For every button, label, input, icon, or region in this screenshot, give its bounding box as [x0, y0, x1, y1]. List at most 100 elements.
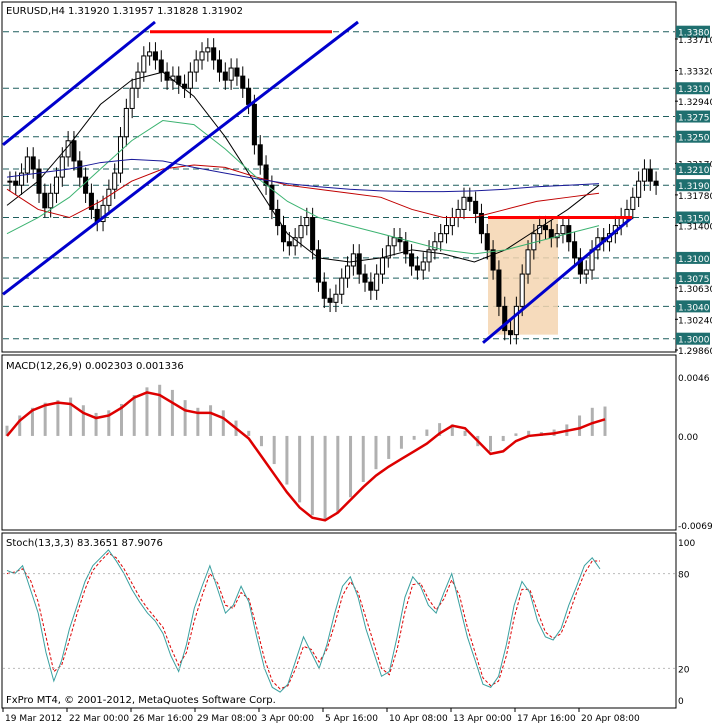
candle-body-108	[636, 180, 642, 198]
ohlc-label: 1.31920 1.31957 1.31828 1.31902	[68, 6, 243, 17]
candle-body-109	[641, 168, 647, 182]
candle-body-54	[321, 281, 327, 299]
candle-body-14	[88, 192, 94, 210]
candle-body-43	[257, 144, 263, 166]
stoch-panel	[1, 532, 677, 709]
ma-line-1	[6, 164, 600, 219]
candle-body-75	[443, 225, 450, 235]
time-tick-label: 29 Mar 08:00	[197, 714, 257, 724]
time-tick-label: 10 Apr 08:00	[389, 714, 448, 724]
candle-body-9	[59, 156, 65, 178]
candle-body-73	[432, 241, 438, 251]
price-tick-label: 1.30000	[678, 336, 712, 346]
time-tick-label: 3 Apr 00:00	[261, 714, 314, 724]
price-tick-label: 1.31780	[678, 192, 712, 202]
candle-body-31	[187, 71, 193, 89]
time-tick-label: 19 Mar 2012	[5, 714, 62, 724]
channel-upper-line	[2, 20, 156, 146]
price-panel	[1, 1, 677, 353]
candle-body-3	[24, 156, 30, 174]
candle-body-82	[484, 233, 490, 251]
candle-body-53	[315, 249, 321, 283]
price-tick-label: 1.33800	[678, 29, 712, 39]
candle-body-56	[333, 293, 339, 303]
candle-body-25	[152, 51, 158, 61]
candle-body-32	[193, 59, 199, 73]
candle-body-86	[508, 330, 514, 336]
candle-body-39	[234, 67, 240, 77]
candle-body-91	[537, 225, 543, 235]
candle-body-13	[83, 176, 89, 194]
candle-body-7	[48, 192, 54, 209]
candle-body-16	[100, 204, 106, 223]
price-tag-bg-9	[676, 179, 710, 192]
copyright-label: FxPro MT4, © 2001-2012, MetaQuotes Softw…	[6, 695, 276, 706]
candle-body-55	[327, 297, 333, 303]
price-tag-bg-11	[676, 211, 710, 224]
candle-body-98	[577, 257, 583, 275]
candle-body-58	[345, 265, 351, 279]
candle-body-50	[298, 225, 304, 239]
candle-body-84	[496, 269, 502, 307]
candle-body-60	[356, 253, 362, 275]
candle-body-81	[478, 212, 484, 235]
candle-body-36	[216, 59, 223, 73]
stoch-tick-label: 100	[678, 539, 695, 549]
macd-tick-label: 0.00	[678, 433, 698, 443]
candle-body-46	[275, 208, 281, 227]
candle-body-74	[438, 233, 444, 243]
candle-body-0	[7, 180, 13, 183]
price-tick-label: 1.30400	[678, 303, 712, 313]
ma-line-3	[6, 158, 600, 193]
candle-body-30	[182, 83, 188, 89]
candle-body-72	[426, 249, 432, 263]
price-tag-bg-16	[676, 300, 710, 313]
price-tag-bg-14	[676, 272, 710, 285]
time-tick-label: 22 Mar 00:00	[69, 714, 129, 724]
candle-body-26	[158, 59, 164, 73]
candle-body-68	[403, 241, 409, 255]
candle-body-23	[141, 55, 147, 73]
time-tick-label: 13 Apr 00:00	[453, 714, 512, 724]
candle-body-89	[525, 249, 531, 275]
price-tick-label: 1.32940	[678, 98, 712, 108]
candle-body-20	[123, 107, 129, 138]
candle-body-110	[647, 168, 653, 182]
time-tick-label: 5 Apr 16:00	[325, 714, 378, 724]
candle-body-22	[135, 71, 141, 89]
channel-lower-line	[2, 20, 359, 296]
candle-body-65	[385, 245, 391, 259]
candle-body-18	[112, 172, 118, 190]
candle-body-21	[129, 87, 135, 109]
price-tick-label: 1.30750	[678, 275, 712, 285]
candle-body-24	[147, 51, 153, 57]
time-tick-label: 20 Apr 08:00	[581, 714, 640, 724]
candle-body-71	[420, 261, 426, 271]
candle-body-97	[572, 241, 578, 259]
candle-body-63	[374, 273, 380, 291]
candle-body-10	[65, 140, 71, 158]
price-tag-bg-3	[676, 82, 710, 95]
candle-body-52	[310, 217, 316, 251]
price-tag-bg-8	[676, 163, 710, 176]
price-tick-label: 1.32100	[678, 166, 712, 176]
candle-body-2	[19, 172, 25, 186]
ma-line-0	[6, 71, 600, 263]
price-tag-bg-5	[676, 110, 710, 123]
price-tick-label: 1.33100	[678, 85, 712, 95]
price-tag-bg-18	[676, 332, 710, 345]
candle-body-78	[461, 196, 467, 210]
candle-body-93	[548, 229, 554, 239]
price-tick-label: 1.33710	[678, 36, 712, 46]
stoch-tick-label: 20	[678, 665, 690, 675]
candle-body-111	[653, 180, 659, 186]
candle-body-57	[339, 277, 345, 295]
candle-body-1	[13, 180, 19, 186]
price-tick-label: 1.30240	[678, 316, 712, 326]
candle-body-19	[117, 136, 124, 174]
price-tag-bg-6	[676, 130, 710, 143]
candle-body-44	[263, 164, 269, 186]
time-tick-label: 26 Mar 16:00	[133, 714, 193, 724]
price-tick-label: 1.31000	[678, 255, 712, 265]
